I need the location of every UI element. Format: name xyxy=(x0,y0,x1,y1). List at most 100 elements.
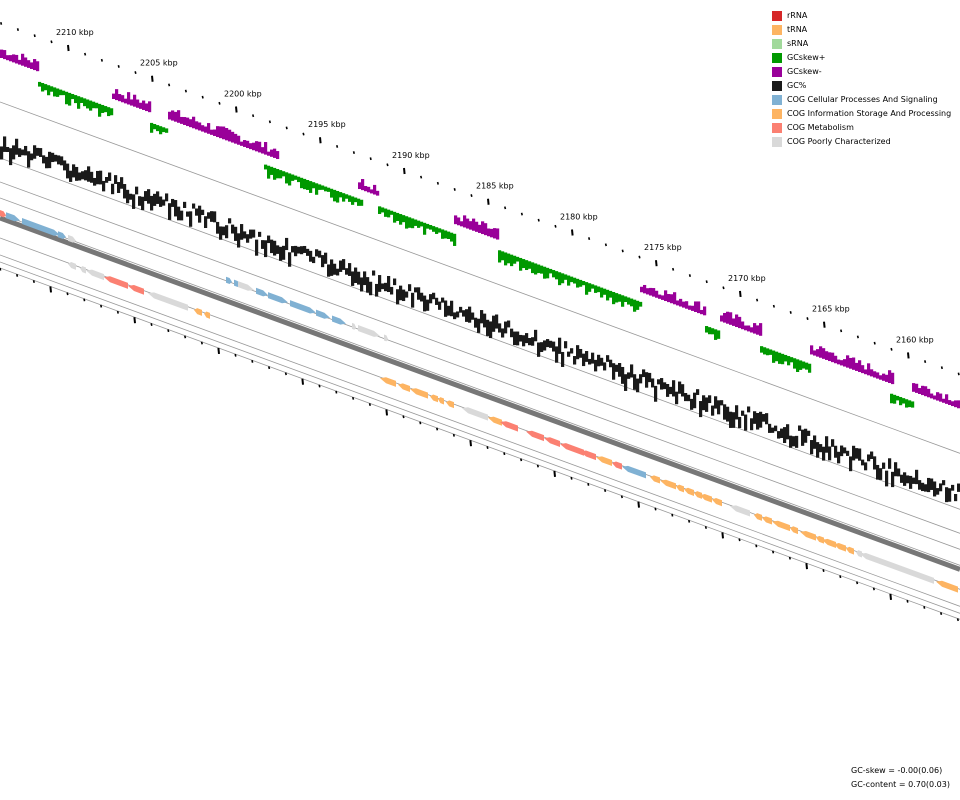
gc-skew-positive-bar xyxy=(787,356,791,366)
gc-skew-negative-bar xyxy=(249,143,253,150)
gc-content-bar xyxy=(252,229,256,238)
ruler-minor-tick xyxy=(772,304,775,308)
gene-arrow xyxy=(58,231,66,239)
gc-skew-negative-bar xyxy=(183,117,187,125)
gc-skew-negative-bar xyxy=(195,121,199,130)
gc-skew-negative-bar xyxy=(12,54,16,63)
legend-swatch xyxy=(772,25,782,35)
gc-content-bar xyxy=(246,234,250,243)
gc-skew-negative-bar xyxy=(933,395,937,400)
gc-content-bar xyxy=(702,395,706,411)
gc-content-bar xyxy=(426,299,430,311)
gc-content-bar xyxy=(387,275,391,293)
legend-item-srna: sRNA xyxy=(772,37,951,51)
gene-arrow xyxy=(446,400,454,409)
gc-content-bar xyxy=(372,270,376,276)
gc-skew-positive-bar xyxy=(540,265,544,274)
gc-content-bar xyxy=(114,175,118,184)
gc-skew-negative-bar xyxy=(640,286,644,293)
gc-skew-negative-bar xyxy=(168,111,172,120)
gc-content-bar xyxy=(741,410,745,416)
gc-content-bar xyxy=(888,458,892,469)
legend-swatch xyxy=(772,53,782,63)
gc-content-bar xyxy=(597,354,601,367)
gc-skew-negative-bar xyxy=(6,55,10,61)
gc-content-bar xyxy=(843,447,847,454)
gc-content-bar xyxy=(288,252,292,267)
gc-content-bar xyxy=(537,342,541,357)
gc-content-bar xyxy=(933,481,937,497)
gc-content-bar xyxy=(12,145,16,160)
gc-content-bar xyxy=(3,136,7,152)
gc-content-bar xyxy=(654,385,658,402)
gc-content-bar xyxy=(801,429,805,446)
gc-skew-positive-bar xyxy=(763,347,767,355)
gc-content-bar xyxy=(261,240,265,249)
gc-content-bar xyxy=(498,323,502,333)
gc-skew-positive-bar xyxy=(633,299,637,312)
gc-content-stat: GC-content = 0.70(0.03) xyxy=(851,780,950,789)
gene-arrow xyxy=(6,212,20,222)
gc-skew-positive-bar xyxy=(297,176,301,183)
gc-skew-positive-bar xyxy=(71,93,75,100)
gc-skew-positive-bar xyxy=(534,263,538,275)
gc-content-bar xyxy=(753,411,757,424)
ruler-minor-tick xyxy=(806,317,809,320)
gc-content-bar xyxy=(384,282,388,292)
gc-skew-negative-bar xyxy=(484,223,488,236)
gc-skew-negative-bar xyxy=(813,350,817,356)
gc-content-bar xyxy=(729,411,733,428)
gc-skew-negative-bar xyxy=(954,400,958,408)
gene-arrow xyxy=(650,475,660,484)
ruler-minor-tick xyxy=(738,538,741,542)
gc-content-bar xyxy=(270,239,274,254)
ruler-minor-tick xyxy=(956,618,959,622)
gene-arrow xyxy=(430,394,438,403)
gc-skew-positive-bar xyxy=(760,346,764,353)
gc-skew-positive-bar xyxy=(83,98,87,107)
gc-content-bar xyxy=(213,211,217,223)
gene-arrow xyxy=(816,535,824,544)
gc-skew-negative-bar xyxy=(255,141,259,152)
gc-skew-negative-bar xyxy=(879,375,883,380)
gene-arrow xyxy=(544,437,560,447)
gc-content-bar xyxy=(942,480,946,486)
gc-content-bar xyxy=(330,259,334,276)
gc-skew-negative-bar xyxy=(691,305,695,311)
gc-skew-negative-bar xyxy=(198,122,202,131)
gc-skew-positive-bar xyxy=(165,128,169,133)
gc-content-bar xyxy=(195,208,199,216)
ruler-minor-tick xyxy=(722,286,725,290)
gc-content-bar xyxy=(285,237,289,251)
gc-skew-positive-bar xyxy=(450,232,454,242)
gc-skew-positive-bar xyxy=(41,83,45,92)
tick-label: 2190 kbp xyxy=(392,151,430,160)
gc-skew-positive-bar xyxy=(312,182,316,189)
gc-skew-negative-bar xyxy=(936,392,940,401)
gc-content-bar xyxy=(297,246,301,254)
ruler-minor-tick xyxy=(420,175,423,179)
ruler-minor-tick xyxy=(100,58,103,62)
ruler-minor-tick xyxy=(0,267,2,271)
gc-content-bar xyxy=(345,268,349,275)
gene-arrow xyxy=(0,210,6,218)
gc-content-bar xyxy=(663,382,667,390)
gene-arrow xyxy=(352,322,356,330)
gene-arrow xyxy=(384,334,388,342)
gc-skew-negative-bar xyxy=(855,362,859,371)
gc-skew-positive-bar xyxy=(156,125,160,132)
gc-skew-positive-bar xyxy=(378,206,382,214)
gc-skew-negative-bar xyxy=(270,149,274,157)
gene-arrow xyxy=(860,552,934,584)
gc-content-bar xyxy=(720,400,724,406)
gene-arrow xyxy=(128,285,144,295)
gc-content-bar xyxy=(492,315,496,332)
gc-skew-positive-bar xyxy=(159,126,163,135)
ruler-minor-tick xyxy=(200,341,203,345)
ruler-minor-tick xyxy=(536,464,539,468)
gc-skew-positive-bar xyxy=(570,276,574,283)
gc-content-bar xyxy=(651,378,655,388)
gc-content-bar xyxy=(375,283,379,297)
gc-content-bar xyxy=(642,369,646,378)
gc-skew-positive-bar xyxy=(564,274,568,280)
